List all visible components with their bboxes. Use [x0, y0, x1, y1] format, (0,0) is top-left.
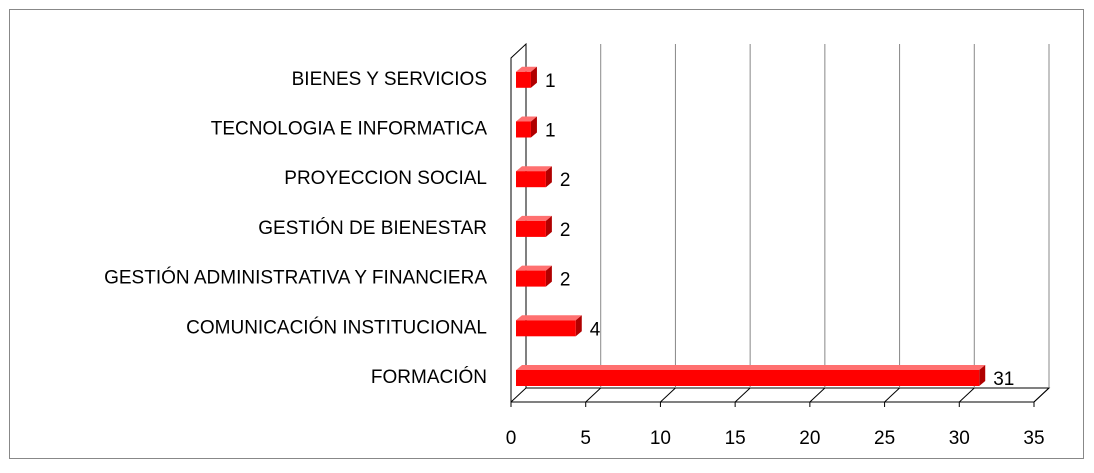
- tick-mark: [585, 387, 602, 403]
- x-tick-label: 5: [580, 428, 591, 449]
- data-label: 1: [545, 121, 556, 142]
- bar: [516, 71, 531, 88]
- y-tick-label: COMUNICACIÓN INSTITUCIONAL: [186, 316, 487, 338]
- y-tick-label: GESTIÓN DE BIENESTAR: [258, 217, 487, 239]
- x-tick-label: 10: [650, 428, 671, 449]
- bar-side: [545, 215, 552, 237]
- x-tick-label: 15: [725, 428, 746, 449]
- bar-side: [530, 116, 537, 138]
- bar-top: [516, 215, 552, 221]
- bar: [516, 270, 546, 287]
- bar: [516, 320, 576, 337]
- bar-top: [516, 365, 986, 370]
- bar-side: [575, 315, 582, 337]
- bar-side: [545, 166, 552, 188]
- tick-mark: [884, 387, 900, 403]
- bar-side: [530, 66, 537, 88]
- bar-top: [516, 116, 537, 122]
- bar-side: [545, 265, 552, 287]
- data-label: 31: [993, 369, 1014, 390]
- bar: [516, 121, 531, 138]
- chart-border: [9, 9, 1084, 459]
- tick-mark: [809, 387, 826, 403]
- tick-mark: [510, 387, 527, 403]
- bar-top: [516, 166, 552, 172]
- x-tick-label: 25: [874, 428, 895, 449]
- bar-side: [979, 365, 986, 386]
- data-label: 2: [560, 220, 571, 241]
- y-tick-label: TECNOLOGIA E INFORMATICA: [211, 119, 488, 140]
- bar: [516, 370, 980, 386]
- x-tick-label: 20: [799, 428, 820, 449]
- tick-mark: [734, 387, 751, 403]
- x-tick-label: 35: [1023, 428, 1044, 449]
- y-tick-label: PROYECCION SOCIAL: [284, 168, 487, 189]
- y-tick-label: GESTIÓN ADMINISTRATIVA Y FINANCIERA: [104, 267, 487, 289]
- y-tick-label: FORMACIÓN: [371, 366, 487, 388]
- bar-top: [516, 265, 552, 271]
- bar-top: [516, 315, 582, 321]
- x-tick-label: 0: [506, 428, 517, 449]
- data-label: 2: [560, 270, 571, 291]
- data-label: 2: [560, 170, 571, 191]
- bar: [516, 220, 546, 237]
- bar-top: [516, 66, 537, 72]
- tick-mark: [958, 387, 975, 403]
- tick-mark: [1033, 387, 1050, 403]
- data-label: 4: [590, 319, 601, 340]
- data-label: 1: [545, 71, 556, 92]
- tick-mark: [660, 387, 676, 403]
- y-tick-label: BIENES Y SERVICIOS: [292, 69, 487, 90]
- x-tick-label: 30: [949, 428, 970, 449]
- axis-floor: [511, 387, 1051, 403]
- bar: [516, 171, 546, 188]
